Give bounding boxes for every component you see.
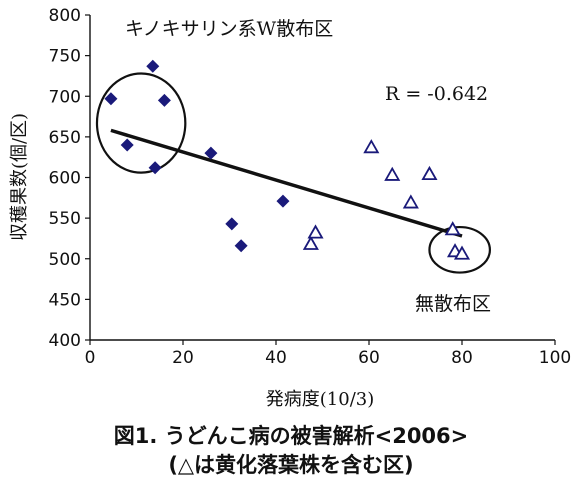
- annotation-ellipses: [95, 72, 491, 274]
- y-tick-label: 500: [49, 250, 81, 270]
- data-points: [104, 59, 471, 260]
- y-tick-label: 650: [49, 128, 81, 148]
- point-triangle: [307, 224, 324, 239]
- annotation-ellipse-sprayed: [95, 72, 187, 174]
- y-tick-label: 700: [49, 87, 81, 107]
- x-tick-label: 80: [451, 348, 473, 368]
- x-tick-label: 20: [172, 348, 194, 368]
- point-triangle: [302, 235, 319, 250]
- y-tick-label: 800: [49, 6, 81, 26]
- x-axis-title: 発病度(10/3): [266, 389, 374, 410]
- annotation-r-value: R = -0.642: [385, 83, 488, 105]
- point-diamond: [148, 161, 162, 175]
- trendline: [110, 128, 463, 238]
- y-tick-label: 400: [49, 331, 81, 351]
- point-triangle: [363, 139, 380, 154]
- point-diamond: [234, 239, 248, 253]
- point-triangle: [421, 165, 438, 181]
- y-axis-title: 収穫果数(個/区): [9, 113, 30, 241]
- point-diamond: [157, 93, 171, 107]
- tick-labels: 0 20 40 60 80 100 400 450 500 550 600 650 700 750 800: [49, 6, 572, 368]
- x-tick-label: 60: [358, 348, 380, 368]
- point-triangle: [444, 221, 461, 236]
- point-diamond: [104, 92, 118, 106]
- point-triangle: [384, 166, 401, 181]
- point-diamond: [204, 146, 218, 160]
- x-tick-label: 100: [539, 348, 571, 368]
- figure-caption-note: (△は黄化落葉株を含む区): [168, 453, 414, 477]
- point-triangle: [402, 194, 419, 209]
- scatter-chart: 0 20 40 60 80 100400450500550600650700750800 …: [9, 6, 572, 410]
- x-tick-label: 40: [265, 348, 287, 368]
- point-diamond: [146, 59, 160, 73]
- point-diamond: [225, 217, 239, 231]
- trend-line: [110, 128, 463, 238]
- y-tick-label: 600: [49, 169, 81, 189]
- point-triangle: [453, 245, 471, 260]
- point-diamond: [276, 194, 290, 208]
- annotation-sprayed-label: キノキサリン系W散布区: [125, 18, 333, 40]
- y-tick-label: 550: [49, 209, 81, 229]
- x-tick-label: 0: [85, 348, 96, 368]
- figure-caption-title: 図1. うどんこ病の被害解析<2006>: [113, 424, 469, 448]
- y-tick-label: 450: [49, 290, 81, 310]
- axes: [89, 15, 555, 341]
- point-diamond: [120, 138, 134, 152]
- annotation-ellipse-unsprayed: [428, 225, 491, 274]
- annotation-unsprayed-label: 無散布区: [415, 293, 491, 315]
- y-tick-label: 750: [49, 47, 81, 67]
